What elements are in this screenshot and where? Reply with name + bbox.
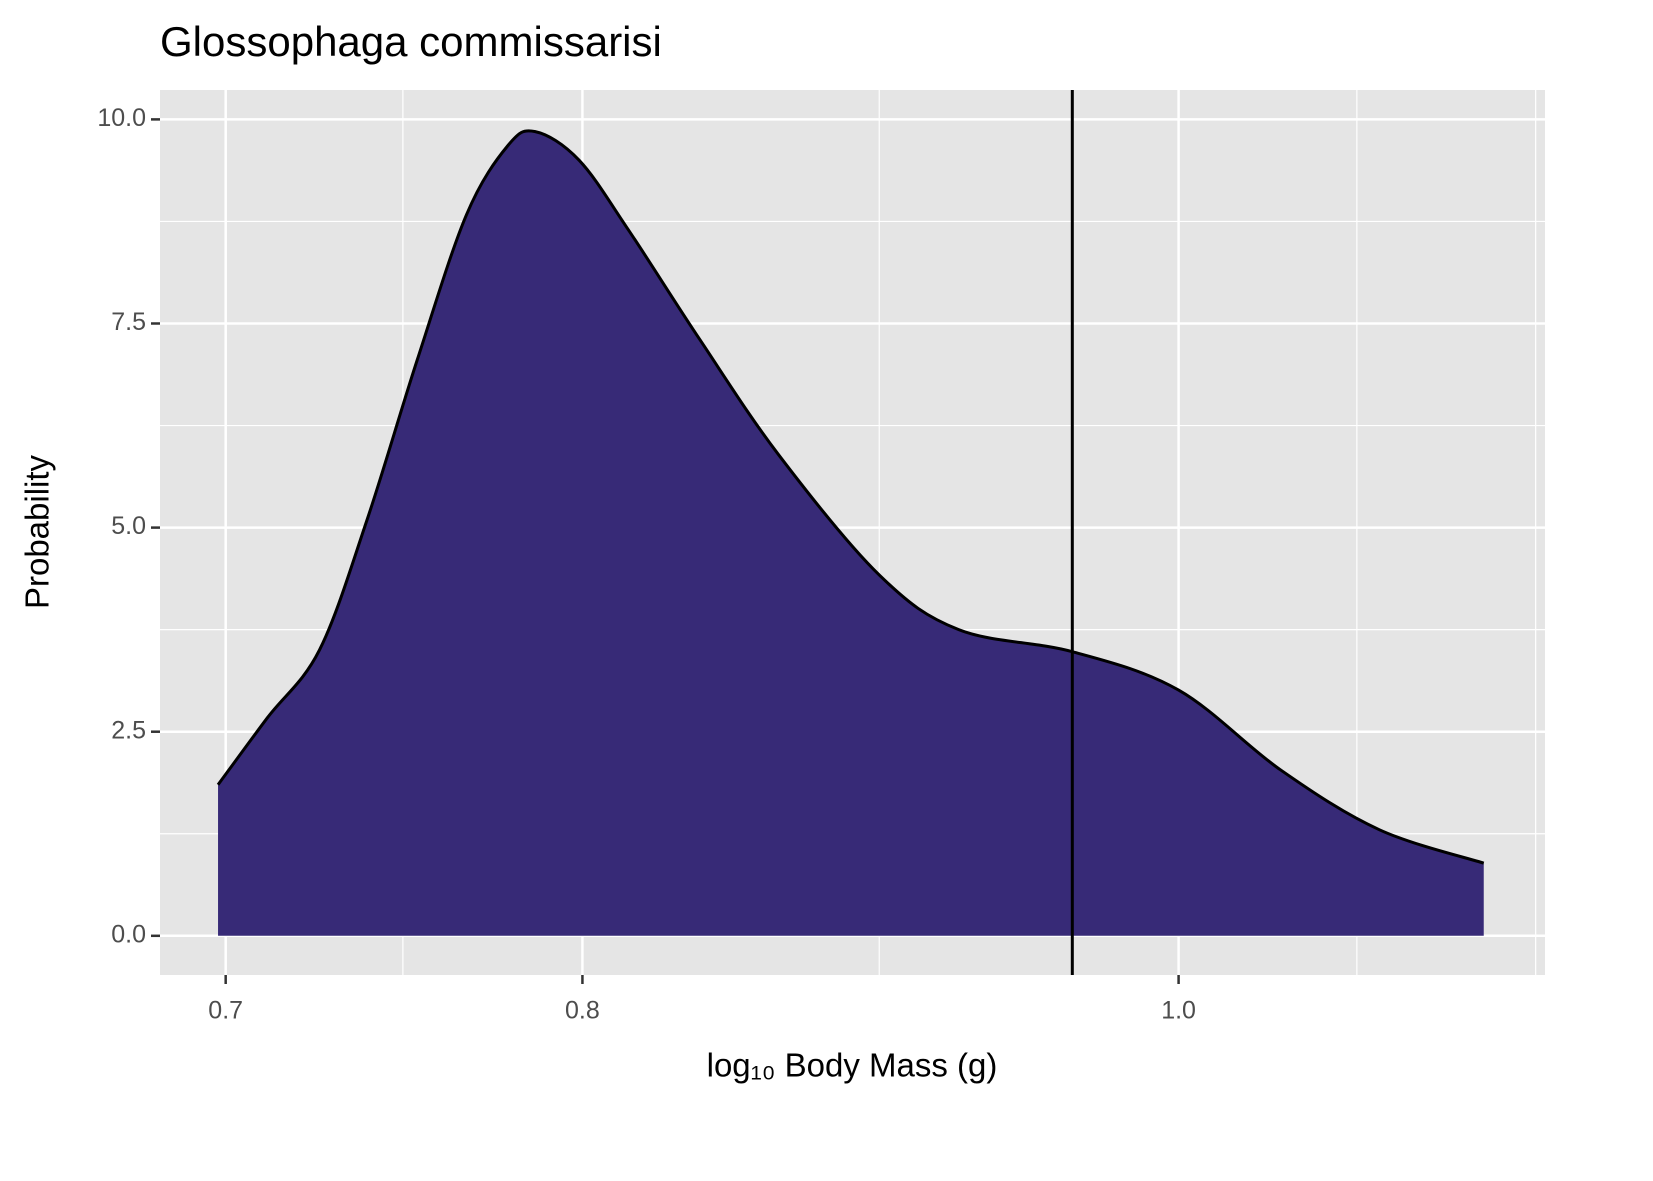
y-tick-label: 10.0 bbox=[97, 104, 146, 132]
y-axis-title: Probability bbox=[19, 454, 56, 609]
chart-title: Glossophaga commissarisi bbox=[160, 18, 662, 65]
density-area bbox=[218, 130, 1484, 936]
x-tick-label: 0.8 bbox=[565, 997, 600, 1025]
y-tick-label: 2.5 bbox=[111, 716, 146, 744]
x-axis-title: log₁₀ Body Mass (g) bbox=[707, 1047, 998, 1084]
y-tick-label: 0.0 bbox=[111, 920, 146, 948]
x-tick-label: 0.7 bbox=[208, 997, 243, 1025]
y-tick-label: 7.5 bbox=[111, 308, 146, 336]
density-line bbox=[216, 129, 1485, 865]
x-tick-label: 1.0 bbox=[1161, 997, 1196, 1025]
y-tick-label: 5.0 bbox=[111, 512, 146, 540]
